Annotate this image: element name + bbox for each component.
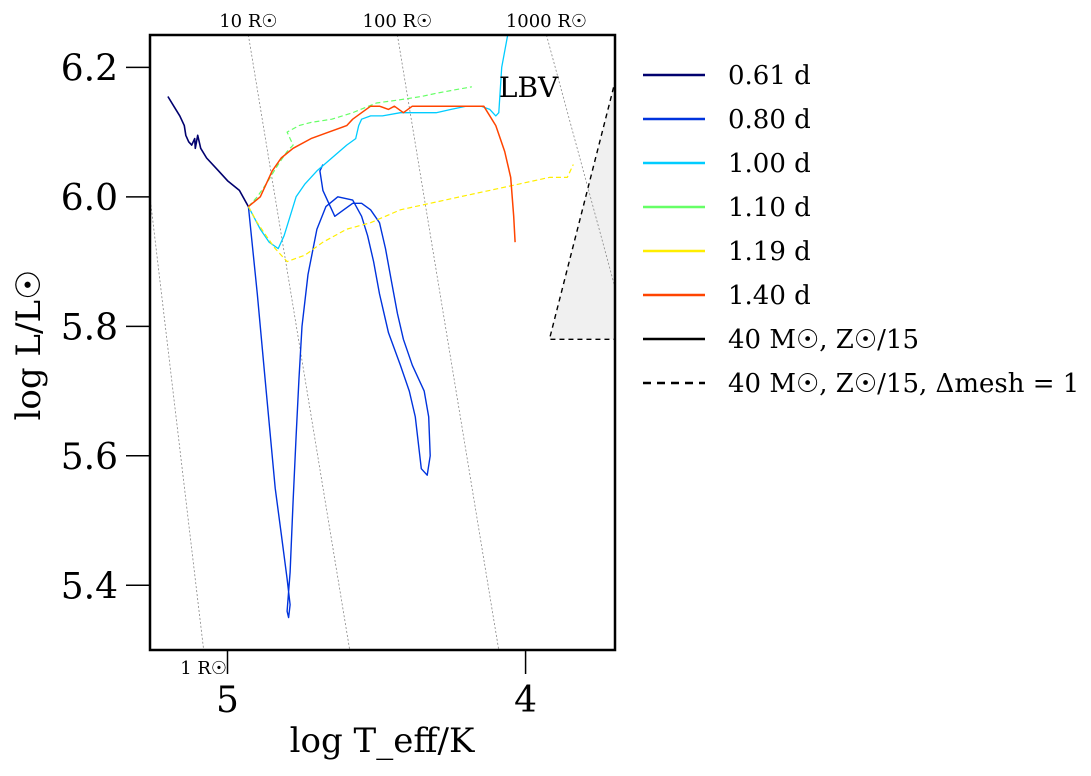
series-line bbox=[247, 164, 574, 263]
y-tick-label: 6.2 bbox=[61, 48, 118, 89]
axes: 5 4 5.4 5.6 5.8 6.0 6.2 bbox=[61, 48, 537, 721]
radius-line bbox=[247, 35, 351, 650]
legend: 0.61 d 0.80 d 1.00 d 1.10 d 1.19 d 1.40 d 40 M… bbox=[643, 61, 1079, 399]
lbv-annotation: LBV bbox=[499, 71, 559, 104]
plot-frame bbox=[148, 33, 617, 652]
plot-area: LBV bbox=[150, 35, 615, 650]
series-line bbox=[167, 96, 250, 207]
radius-label: 10 R☉ bbox=[219, 11, 277, 32]
y-tick-label: 5.8 bbox=[61, 307, 118, 348]
legend-label: 1.10 d bbox=[728, 193, 811, 223]
y-axis-title: log L/L☉ bbox=[9, 269, 49, 420]
series-line bbox=[247, 105, 516, 243]
lbv-region bbox=[549, 35, 615, 340]
series-line bbox=[247, 35, 509, 250]
y-tick-label: 6.0 bbox=[61, 178, 118, 219]
y-tick-label: 5.4 bbox=[61, 566, 118, 607]
legend-label: 1.19 d bbox=[728, 237, 811, 267]
x-axis-title: log T_eff/K bbox=[290, 721, 475, 761]
legend-label: 0.80 d bbox=[728, 105, 811, 135]
legend-label: 1.40 d bbox=[728, 281, 811, 311]
legend-label: 40 M☉, Z☉/15 bbox=[728, 325, 919, 355]
radius-label: 1 R☉ bbox=[180, 658, 227, 679]
legend-label: 0.61 d bbox=[728, 61, 811, 91]
series-line bbox=[247, 86, 473, 208]
radius-label: 1000 R☉ bbox=[506, 11, 587, 32]
radius-line bbox=[397, 35, 500, 650]
y-tick-label: 5.6 bbox=[61, 437, 118, 478]
x-tick-label: 5 bbox=[216, 680, 239, 721]
x-tick-label: 4 bbox=[514, 680, 537, 721]
radius-label: 100 R☉ bbox=[363, 11, 433, 32]
series-line bbox=[247, 164, 431, 619]
radius-line bbox=[150, 196, 205, 650]
legend-label: 40 M☉, Z☉/15, Δmesh = 1 bbox=[728, 369, 1079, 399]
legend-label: 1.00 d bbox=[728, 149, 811, 179]
